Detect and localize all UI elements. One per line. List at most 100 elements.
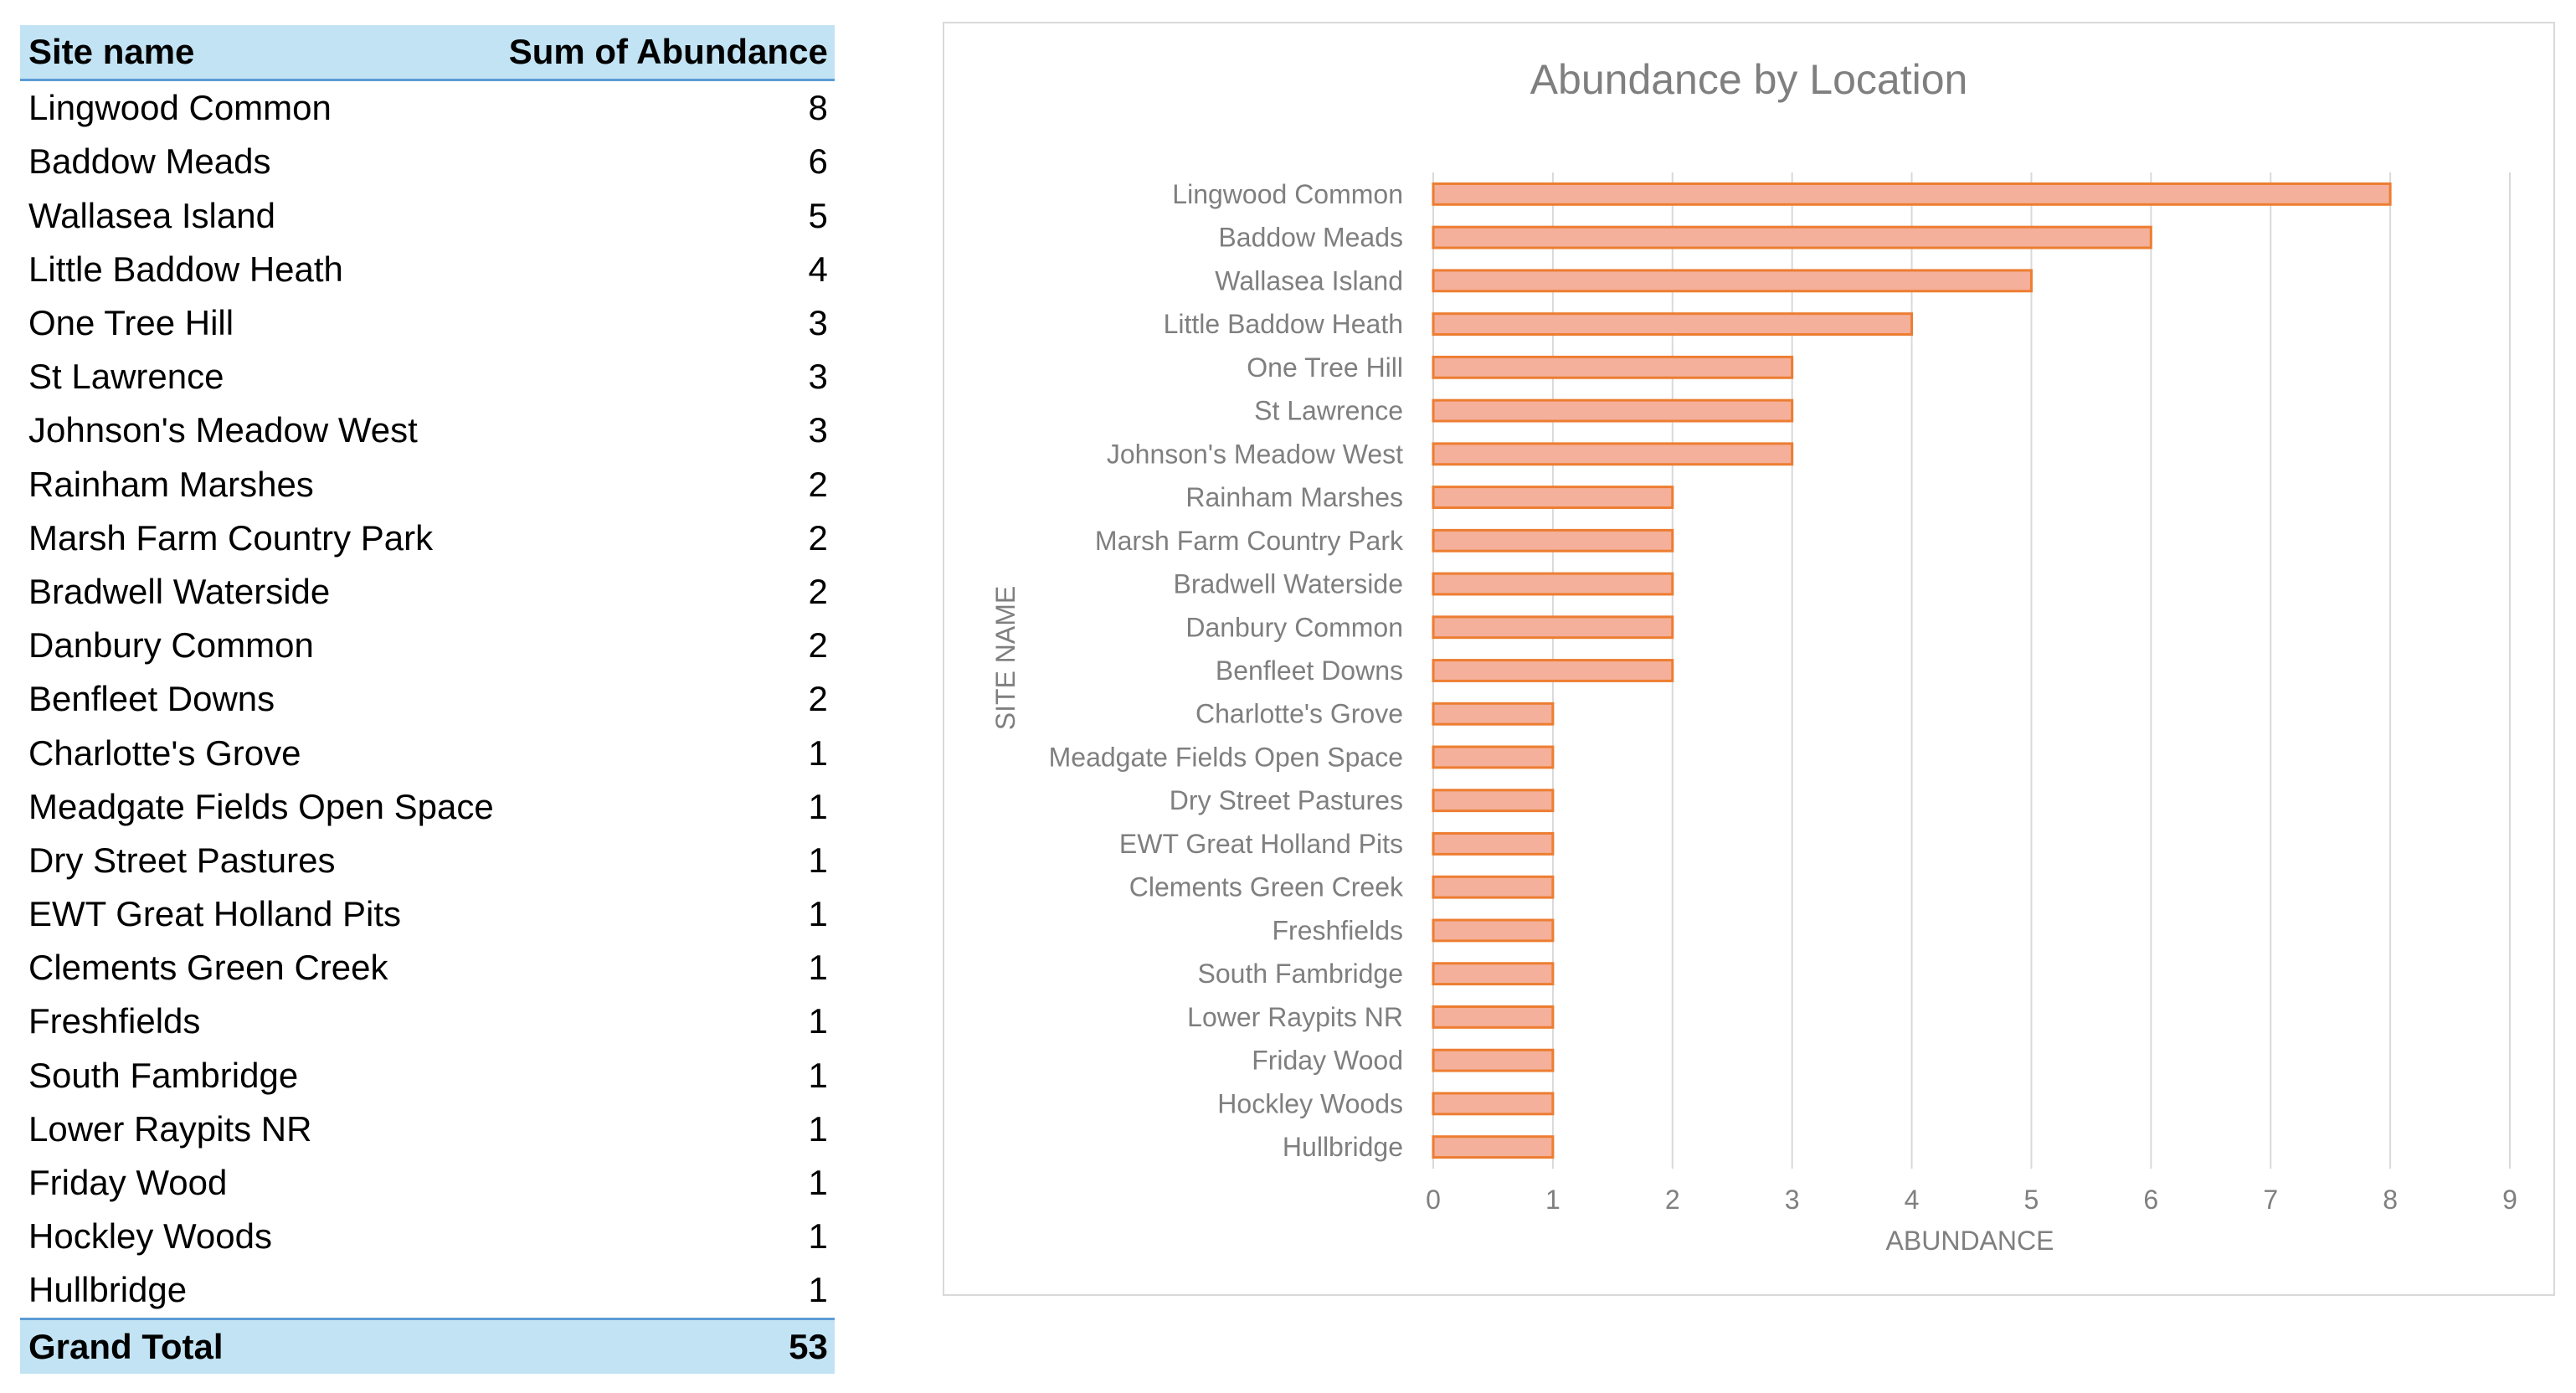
bar[interactable] xyxy=(1432,269,2033,293)
bar[interactable] xyxy=(1432,486,1674,509)
site-name-cell[interactable]: Hockley Woods xyxy=(28,1216,273,1257)
site-name-cell[interactable]: Dry Street Pastures xyxy=(28,840,336,880)
bar[interactable] xyxy=(1432,875,1555,899)
abundance-cell[interactable]: 1 xyxy=(808,1001,828,1041)
y-axis-title: SITE NAME xyxy=(990,586,1021,730)
site-name-cell[interactable]: Friday Wood xyxy=(28,1163,228,1203)
x-tick-label: 4 xyxy=(1905,1185,1920,1215)
site-name-cell[interactable]: Freshfields xyxy=(28,1001,201,1041)
table-row: Freshfields 1 xyxy=(20,995,835,1048)
abundance-cell[interactable]: 1 xyxy=(808,1270,828,1310)
bar[interactable] xyxy=(1432,789,1555,813)
table-row: Bradwell Waterside 2 xyxy=(20,565,835,619)
site-name-cell[interactable]: Lingwood Common xyxy=(28,88,332,128)
bar-chart: Abundance by Location Lingwood Common Bad… xyxy=(990,56,2517,1256)
category-label: Little Baddow Heath xyxy=(1164,309,1403,339)
table-row: Little Baddow Heath 4 xyxy=(20,243,835,296)
abundance-cell[interactable]: 6 xyxy=(808,141,828,182)
grand-total-label[interactable]: Grand Total xyxy=(20,1317,501,1374)
abundance-cell[interactable]: 1 xyxy=(808,840,828,880)
abundance-cell[interactable]: 3 xyxy=(808,357,828,397)
site-name-cell[interactable]: Charlotte's Grove xyxy=(28,732,301,773)
bar[interactable] xyxy=(1432,572,1674,596)
bar[interactable] xyxy=(1432,962,1555,986)
category-label: Lower Raypits NR xyxy=(1187,1002,1403,1032)
bar[interactable] xyxy=(1432,312,1914,337)
bar[interactable] xyxy=(1432,225,2152,249)
table-row: Hullbridge 1 xyxy=(20,1263,835,1318)
site-name-cell[interactable]: Marsh Farm Country Park xyxy=(28,517,434,558)
abundance-cell[interactable]: 1 xyxy=(808,894,828,934)
site-name-cell[interactable]: Johnson's Meadow West xyxy=(28,410,418,450)
header-site-name[interactable]: Site name xyxy=(20,25,501,82)
abundance-cell[interactable]: 1 xyxy=(808,1108,828,1149)
site-name-cell[interactable]: Wallasea Island xyxy=(28,195,275,235)
bar[interactable] xyxy=(1432,1135,1555,1159)
abundance-cell[interactable]: 3 xyxy=(808,410,828,450)
bar[interactable] xyxy=(1432,442,1794,466)
bar[interactable] xyxy=(1432,918,1555,943)
bar[interactable] xyxy=(1432,745,1555,769)
abundance-cell[interactable]: 4 xyxy=(808,249,828,289)
category-label: Bradwell Waterside xyxy=(1174,569,1403,599)
abundance-cell[interactable]: 2 xyxy=(808,625,828,666)
bar[interactable] xyxy=(1432,398,1794,423)
x-tick-label: 7 xyxy=(2263,1185,2278,1215)
site-name-cell[interactable]: Little Baddow Heath xyxy=(28,249,343,289)
table-row: Hockley Woods 1 xyxy=(20,1210,835,1263)
category-label: Dry Street Pastures xyxy=(1170,785,1403,815)
site-name-cell[interactable]: Meadgate Fields Open Space xyxy=(28,786,494,826)
abundance-cell[interactable]: 2 xyxy=(808,679,828,719)
gridlines xyxy=(1432,172,2511,1169)
abundance-cell[interactable]: 8 xyxy=(808,88,828,128)
bar[interactable] xyxy=(1432,1048,1555,1072)
site-name-cell[interactable]: Hullbridge xyxy=(28,1270,188,1310)
chart-title: Abundance by Location xyxy=(1530,56,1968,103)
site-name-cell[interactable]: Danbury Common xyxy=(28,625,314,666)
table-row: Lingwood Common 8 xyxy=(20,80,835,136)
bar[interactable] xyxy=(1432,182,2392,206)
abundance-cell[interactable]: 2 xyxy=(808,464,828,504)
abundance-cell[interactable]: 1 xyxy=(808,786,828,826)
bar[interactable] xyxy=(1432,659,1674,682)
table-row: Meadgate Fields Open Space 1 xyxy=(20,780,835,834)
bar[interactable] xyxy=(1432,528,1674,553)
x-tick-label: 8 xyxy=(2383,1185,2398,1215)
bar[interactable] xyxy=(1432,1092,1555,1116)
table-row: EWT Great Holland Pits 1 xyxy=(20,887,835,941)
site-name-cell[interactable]: Lower Raypits NR xyxy=(28,1108,312,1149)
abundance-cell[interactable]: 1 xyxy=(808,1216,828,1257)
grand-total-value[interactable]: 53 xyxy=(500,1317,835,1374)
site-name-cell[interactable]: Bradwell Waterside xyxy=(28,571,331,611)
bar[interactable] xyxy=(1432,355,1794,379)
table-row: Clements Green Creek 1 xyxy=(20,941,835,995)
abundance-cell[interactable]: 1 xyxy=(808,732,828,773)
abundance-cell[interactable]: 2 xyxy=(808,571,828,611)
abundance-cell[interactable]: 1 xyxy=(808,1055,828,1095)
abundance-cell[interactable]: 1 xyxy=(808,948,828,988)
category-label: Hullbridge xyxy=(1283,1132,1403,1162)
site-name-cell[interactable]: EWT Great Holland Pits xyxy=(28,894,402,934)
bar[interactable] xyxy=(1432,702,1555,726)
site-name-cell[interactable]: Baddow Meads xyxy=(28,141,271,182)
site-name-cell[interactable]: Clements Green Creek xyxy=(28,948,388,988)
x-tick-label: 0 xyxy=(1426,1185,1441,1215)
bar[interactable] xyxy=(1432,1005,1555,1029)
header-sum-of-abundance[interactable]: Sum of Abundance xyxy=(500,25,835,82)
site-name-cell[interactable]: Rainham Marshes xyxy=(28,464,314,504)
table-row: Johnson's Meadow West 3 xyxy=(20,404,835,457)
abundance-cell[interactable]: 3 xyxy=(808,303,828,343)
site-name-cell[interactable]: Benfleet Downs xyxy=(28,679,275,719)
site-name-cell[interactable]: St Lawrence xyxy=(28,357,224,397)
category-label: South Fambridge xyxy=(1198,959,1403,989)
abundance-cell[interactable]: 1 xyxy=(808,1163,828,1203)
site-name-cell[interactable]: One Tree Hill xyxy=(28,303,234,343)
bar[interactable] xyxy=(1432,832,1555,856)
category-label: EWT Great Holland Pits xyxy=(1119,829,1403,859)
site-name-cell[interactable]: South Fambridge xyxy=(28,1055,299,1095)
abundance-cell[interactable]: 5 xyxy=(808,195,828,235)
chart-area[interactable]: Abundance by Location Lingwood Common Bad… xyxy=(943,22,2555,1296)
abundance-cell[interactable]: 2 xyxy=(808,517,828,558)
bar[interactable] xyxy=(1432,615,1674,640)
category-label: Lingwood Common xyxy=(1172,179,1403,209)
